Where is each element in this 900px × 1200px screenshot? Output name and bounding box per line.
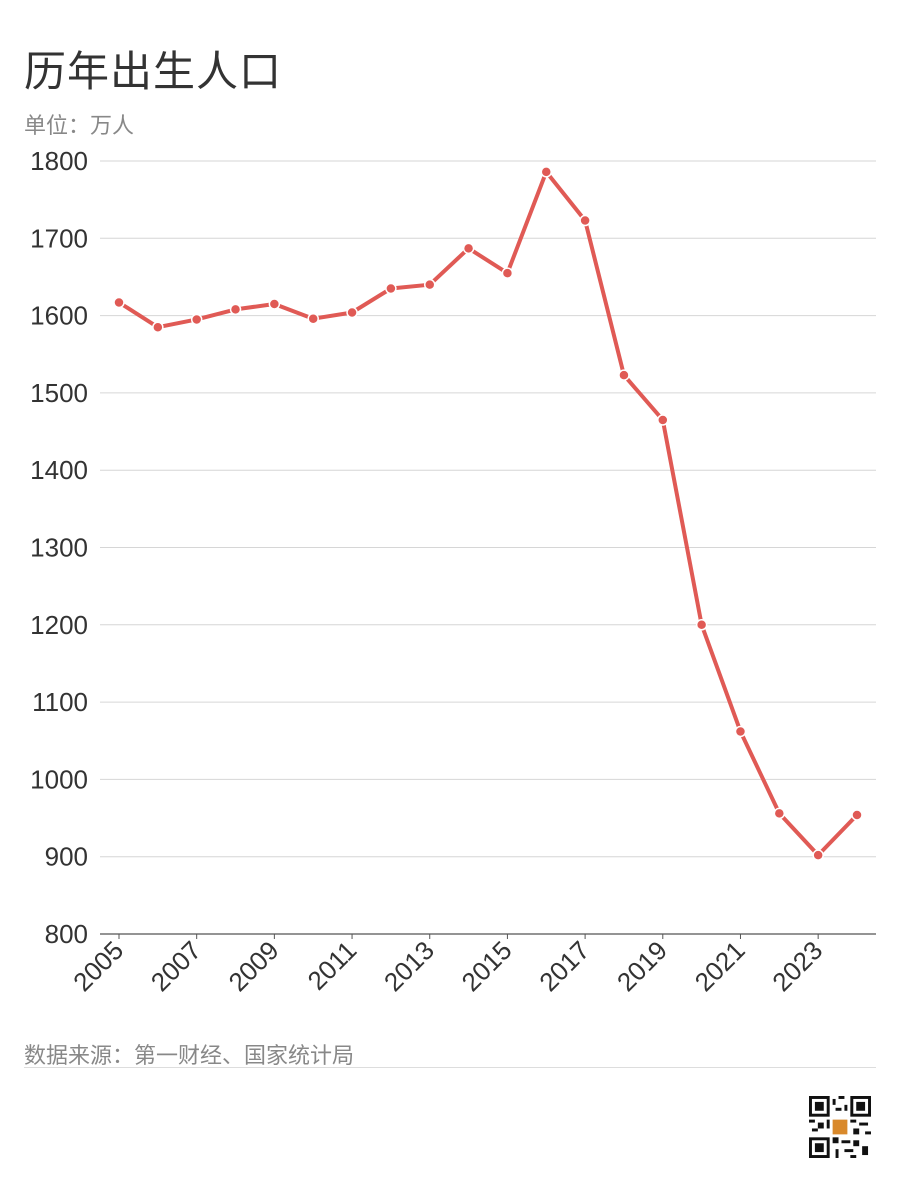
data-point-2005: [113, 296, 125, 309]
data-point-2007: [190, 313, 203, 326]
x-tick-label: 2019: [611, 935, 673, 997]
data-point-2014: [462, 242, 475, 255]
data-point-2006: [152, 321, 164, 333]
line-chart: 800 900 1000 1100 1200 1300 1400 1500 1600 1700 18…: [30, 146, 876, 997]
data-point-2010: [307, 312, 319, 325]
unit-label: 单位：万人: [24, 114, 135, 139]
source-note: 数据来源：第一财经、国家统计局: [24, 1044, 355, 1069]
y-tick-label: 1600: [30, 301, 88, 331]
x-tick-label: 2009: [222, 935, 284, 997]
data-point-2019: [657, 414, 669, 426]
x-tick-label: 2015: [456, 935, 518, 997]
y-tick-label: 1000: [30, 764, 88, 794]
x-tick-label: 2023: [766, 935, 828, 997]
data-point-2024: [851, 809, 863, 821]
x-tick-label: 2021: [689, 935, 751, 997]
divider: [24, 1067, 876, 1068]
y-tick-label: 1800: [30, 146, 88, 176]
x-tick-label: 2011: [302, 935, 363, 996]
data-point-2021: [734, 725, 747, 738]
data-point-2015: [501, 267, 514, 279]
y-tick-label: 1200: [30, 610, 88, 640]
y-tick-label: 900: [45, 842, 88, 872]
data-point-2020: [695, 619, 708, 631]
data-point-2011: [346, 306, 358, 319]
data-point-2008: [229, 303, 242, 316]
series-line: [117, 169, 859, 858]
data-point-2018: [618, 369, 630, 381]
y-tick-label: 1700: [30, 223, 88, 253]
chart-title: 历年出生人口: [24, 47, 283, 96]
data-point-2016: [540, 166, 553, 178]
data-point-2022: [773, 807, 786, 820]
y-tick-label: 1100: [32, 687, 88, 717]
x-tick-label: 2013: [378, 935, 440, 997]
y-tick-label: 800: [45, 919, 88, 949]
y-tick-label: 1400: [30, 455, 88, 485]
data-point-2012: [385, 282, 397, 295]
data-point-2009: [268, 298, 281, 310]
data-point-2013: [423, 278, 436, 291]
data-point-2017: [579, 214, 591, 227]
x-tick-label: 2017: [533, 935, 595, 997]
y-tick-label: 1300: [30, 533, 88, 563]
y-tick-label: 1500: [30, 378, 88, 408]
data-point-2023: [812, 849, 824, 861]
x-tick-label: 2007: [145, 935, 207, 997]
qr-code: [809, 1096, 871, 1158]
